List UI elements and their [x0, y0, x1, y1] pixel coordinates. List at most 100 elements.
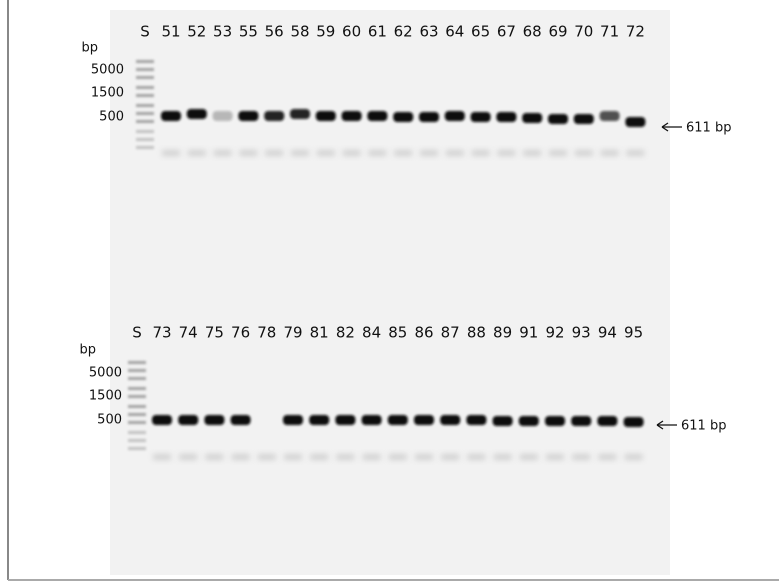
primer-smear [394, 150, 412, 156]
lane-label: 68 [523, 23, 542, 41]
primer-smear [520, 454, 538, 460]
lane-label: 53 [213, 23, 232, 41]
dna-band [624, 417, 644, 427]
dna-band [597, 416, 617, 426]
lane-label: 78 [257, 324, 276, 342]
ladder-band [128, 447, 146, 450]
dna-band [466, 415, 486, 425]
lane-label: 69 [548, 23, 567, 41]
unit-label: bp [81, 41, 98, 56]
primer-smear [363, 454, 381, 460]
size-label: 5000 [89, 366, 122, 381]
dna-band [152, 415, 172, 425]
band-size-label: 611 bp [681, 419, 726, 434]
lane-label: 87 [441, 324, 460, 342]
dna-band [522, 113, 542, 123]
ladder-band [128, 395, 146, 398]
dna-band [388, 415, 408, 425]
primer-smear [310, 454, 328, 460]
gel-figure: S51525355565859606162636465676869707172b… [0, 0, 779, 586]
lane-label: 95 [624, 324, 643, 342]
dna-band [419, 112, 439, 122]
ladder-band [128, 377, 146, 380]
lane-label: 84 [362, 324, 381, 342]
lane-label: 85 [388, 324, 407, 342]
ladder-band [128, 431, 146, 434]
dna-band [204, 415, 224, 425]
unit-label: bp [79, 343, 96, 358]
lane-label: 52 [187, 23, 206, 41]
primer-smear [179, 454, 197, 460]
primer-smear [441, 454, 459, 460]
dna-band [519, 416, 539, 426]
primer-smear [291, 150, 309, 156]
primer-smear [572, 454, 590, 460]
lane-label: 61 [368, 23, 387, 41]
size-label: 5000 [91, 63, 124, 78]
lane-label: 63 [419, 23, 438, 41]
ladder-band [136, 104, 154, 107]
ladder-band [128, 439, 146, 442]
dna-band [367, 111, 387, 121]
lane-label: 82 [336, 324, 355, 342]
ladder-band [136, 120, 154, 123]
lane-label: 72 [626, 23, 645, 41]
ladder-band [128, 413, 146, 416]
ladder-band [136, 138, 154, 141]
band-size-label: 611 bp [686, 121, 731, 136]
primer-smear [336, 454, 354, 460]
lane-label: 88 [467, 324, 486, 342]
ladder-band [128, 369, 146, 372]
primer-smear [598, 454, 616, 460]
dna-band [316, 111, 336, 121]
dna-band [238, 111, 258, 121]
primer-smear [153, 454, 171, 460]
dna-band [414, 415, 434, 425]
dna-band [309, 415, 329, 425]
dna-band [161, 111, 181, 121]
ladder-band [128, 421, 146, 424]
lane-label: 74 [179, 324, 198, 342]
primer-smear [546, 454, 564, 460]
dna-band [545, 416, 565, 426]
dna-band [342, 111, 362, 121]
primer-smear [205, 454, 223, 460]
primer-smear [232, 454, 250, 460]
lane-label: 65 [471, 23, 490, 41]
lane-label: 89 [493, 324, 512, 342]
primer-smear [472, 150, 490, 156]
dna-band [187, 109, 207, 119]
lane-label: 51 [161, 23, 180, 41]
gel [110, 10, 670, 575]
ladder-band [128, 405, 146, 408]
dna-band [571, 416, 591, 426]
lane-label: S [140, 23, 150, 41]
lane-label: 81 [310, 324, 329, 342]
lane-label: 67 [497, 23, 516, 41]
dna-band [574, 114, 594, 124]
primer-smear [497, 150, 515, 156]
dna-band [548, 114, 568, 124]
lane-label: 86 [414, 324, 433, 342]
dna-band [213, 111, 233, 121]
lane-label: 76 [231, 324, 250, 342]
primer-smear [188, 150, 206, 156]
ladder-band [128, 361, 146, 364]
ladder-band [128, 387, 146, 390]
dna-band [471, 112, 491, 122]
size-label: 1500 [89, 389, 122, 404]
primer-smear [446, 150, 464, 156]
ladder-band [136, 60, 154, 63]
primer-smear [265, 150, 283, 156]
ladder-band [136, 146, 154, 149]
primer-smear [389, 454, 407, 460]
primer-smear [284, 454, 302, 460]
lane-label: 71 [600, 23, 619, 41]
lane-label: 64 [445, 23, 464, 41]
lane-label: 79 [283, 324, 302, 342]
dna-band [290, 109, 310, 119]
dna-band [625, 117, 645, 127]
primer-smear [368, 150, 386, 156]
dna-band [600, 111, 620, 121]
lane-label: 55 [239, 23, 258, 41]
